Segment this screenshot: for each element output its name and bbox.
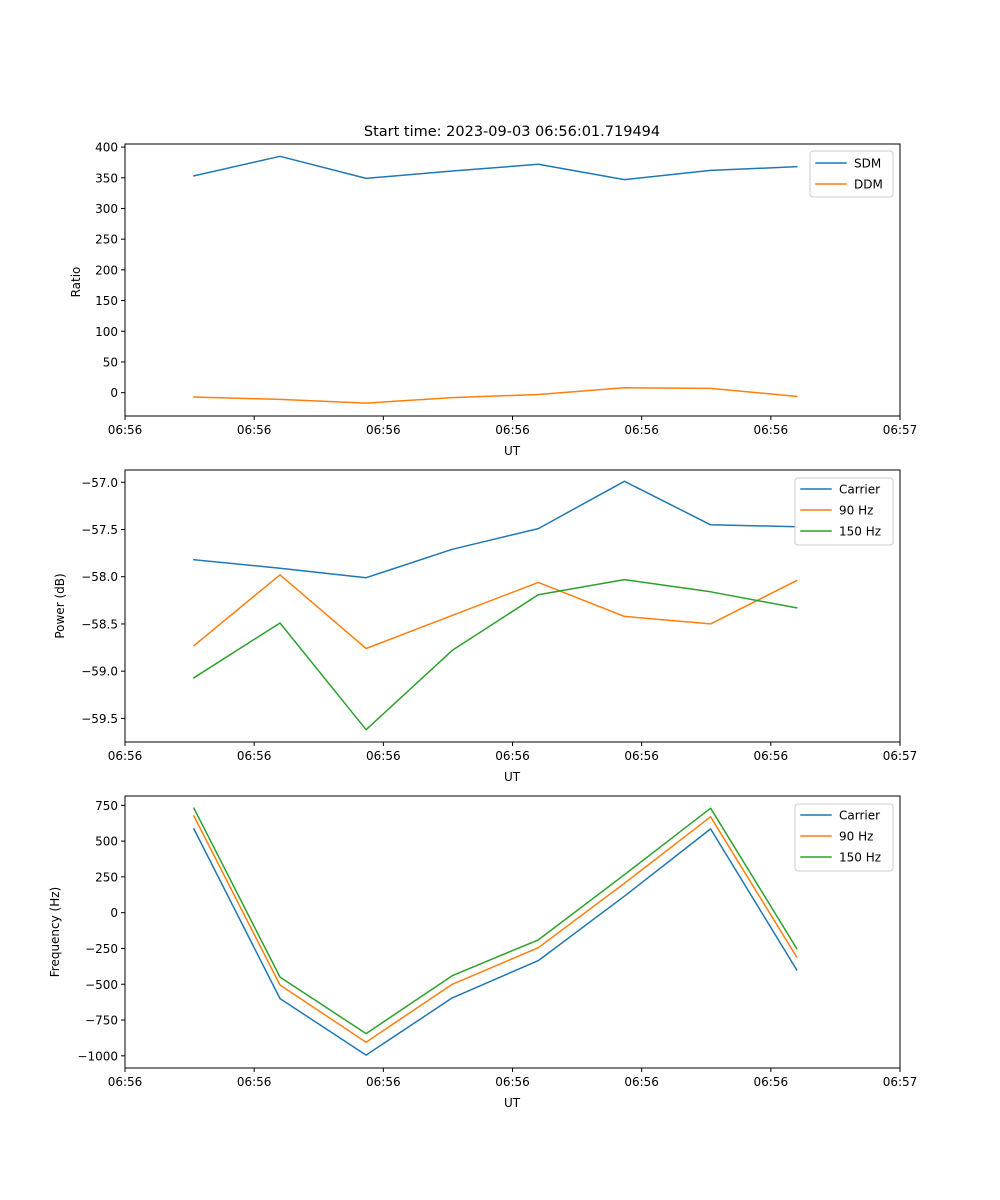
x-tick-label: 06:56: [495, 1075, 530, 1089]
x-tick-label: 06:56: [624, 749, 659, 763]
y-tick-label: 50: [103, 355, 118, 369]
x-tick-label: 06:56: [237, 1075, 272, 1089]
legend-box: [794, 803, 894, 872]
y-tick-label: 0: [110, 906, 118, 920]
y-tick-label: 100: [95, 325, 118, 339]
x-tick-label: 06:56: [495, 749, 530, 763]
x-tick-label: 06:56: [237, 423, 272, 437]
x-axis-label: UT: [504, 444, 521, 458]
x-tick-label: 06:56: [495, 423, 530, 437]
power-panel: Power (dB) UT 06:56 06:56 06:56 06:56 06:56 0…: [53, 469, 918, 784]
x-axis-label: UT: [504, 1096, 521, 1110]
legend: Carrier 90 Hz 150 Hz: [794, 803, 894, 872]
y-tick-label: 0: [110, 386, 118, 400]
y-tick-label: −59.5: [81, 712, 118, 726]
x-tick-label: 06:56: [108, 423, 143, 437]
x-tick-label: 06:56: [108, 1075, 143, 1089]
series-line-90-hz: [192, 814, 798, 1043]
frequency-panel: Frequency (Hz) UT 06:56 06:56 06:56 06:56 06…: [48, 795, 918, 1110]
y-axis-label: Power (dB): [53, 573, 67, 638]
y-tick-label: −58.5: [81, 617, 118, 631]
x-tick-label: 06:56: [754, 1075, 789, 1089]
series-line-90-hz: [192, 574, 798, 650]
x-tick-label: 06:56: [754, 749, 789, 763]
y-tick-label: −58.0: [81, 570, 118, 584]
x-tick-label: 06:56: [624, 423, 659, 437]
y-tick-label: 300: [95, 202, 118, 216]
legend-box: [794, 477, 894, 546]
y-tick-label: 150: [95, 294, 118, 308]
x-tick-label: 06:56: [237, 749, 272, 763]
y-tick-label: 400: [95, 141, 118, 155]
ratio-panel: Start time: 2023-09-03 06:56:01.719494 R…: [69, 124, 917, 458]
axes-frame: [124, 795, 901, 1069]
y-tick-label: 350: [95, 171, 118, 185]
legend-label-150hz: 150 Hz: [839, 851, 881, 865]
y-tick-label: −1000: [77, 1049, 118, 1063]
series-line-carrier: [193, 480, 798, 579]
x-axis-label: UT: [504, 770, 521, 784]
y-tick-label: 250: [95, 870, 118, 884]
legend: SDM DDM: [809, 150, 894, 198]
legend-label-150hz: 150 Hz: [839, 525, 881, 539]
x-tick-label: 06:57: [883, 1075, 918, 1089]
y-tick-label: −59.0: [81, 665, 118, 679]
x-tick-label: 06:56: [366, 749, 401, 763]
series-line-ddm: [193, 387, 798, 404]
y-axis-label: Ratio: [69, 267, 83, 298]
y-axis-label: Frequency (Hz): [48, 887, 62, 978]
x-tick-label: 06:57: [883, 749, 918, 763]
y-tick-label: 200: [95, 263, 118, 277]
x-tick-label: 06:56: [108, 749, 143, 763]
x-tick-label: 06:56: [366, 423, 401, 437]
x-tick-label: 06:56: [754, 423, 789, 437]
y-tick-label: −500: [85, 978, 118, 992]
y-tick-label: −750: [85, 1014, 118, 1028]
x-tick-label: 06:56: [366, 1075, 401, 1089]
series-line-carrier: [192, 827, 798, 1056]
legend-label-carrier: Carrier: [839, 483, 880, 497]
chart-title: Start time: 2023-09-03 06:56:01.719494: [364, 124, 660, 140]
legend-label-sdm: SDM: [854, 157, 881, 171]
series-line-sdm: [193, 155, 798, 181]
legend-label-90hz: 90 Hz: [839, 504, 873, 518]
legend: Carrier 90 Hz 150 Hz: [794, 477, 894, 546]
series-line-150-hz: [192, 807, 798, 1035]
y-tick-label: 250: [95, 233, 118, 247]
legend-label-carrier: Carrier: [839, 809, 880, 823]
x-tick-label: 06:56: [624, 1075, 659, 1089]
axes-frame: [124, 143, 901, 417]
y-tick-label: 750: [95, 799, 118, 813]
legend-label-90hz: 90 Hz: [839, 830, 873, 844]
x-tick-label: 06:57: [883, 423, 918, 437]
legend-label-ddm: DDM: [854, 178, 883, 192]
y-tick-label: −57.0: [81, 476, 118, 490]
y-tick-label: 500: [95, 835, 118, 849]
y-tick-label: −57.5: [81, 523, 118, 537]
series-line-150-hz: [192, 578, 798, 731]
y-tick-label: −250: [85, 942, 118, 956]
axes-frame: [124, 469, 901, 743]
